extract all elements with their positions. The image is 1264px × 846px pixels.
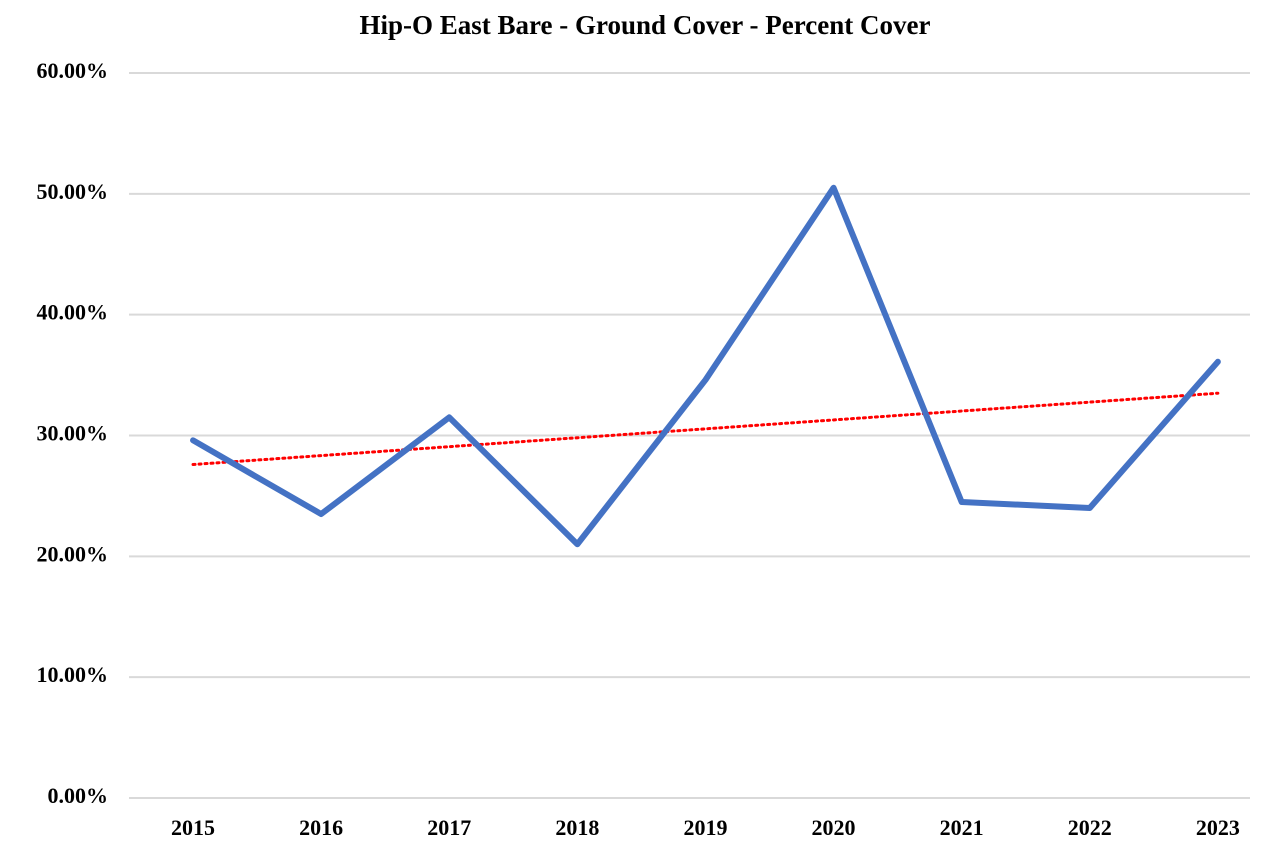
x-tick-label: 2016 bbox=[299, 815, 343, 840]
y-tick-label: 60.00% bbox=[37, 58, 109, 83]
y-tick-label: 10.00% bbox=[37, 662, 109, 687]
y-tick-label: 0.00% bbox=[48, 783, 109, 808]
x-tick-label: 2023 bbox=[1196, 815, 1240, 840]
data-line bbox=[190, 184, 1221, 548]
trendline bbox=[191, 391, 1220, 466]
x-tick-label: 2019 bbox=[683, 815, 727, 840]
x-tick-label: 2017 bbox=[427, 815, 471, 840]
chart-title: Hip-O East Bare - Ground Cover - Percent… bbox=[360, 10, 931, 40]
x-tick-label: 2015 bbox=[171, 815, 215, 840]
x-tick-label: 2021 bbox=[940, 815, 984, 840]
x-tick-label: 2022 bbox=[1068, 815, 1112, 840]
y-tick-label: 20.00% bbox=[37, 541, 109, 566]
y-tick-label: 30.00% bbox=[37, 421, 109, 446]
y-tick-label: 40.00% bbox=[37, 300, 109, 325]
x-tick-label: 2018 bbox=[555, 815, 599, 840]
x-tick-label: 2020 bbox=[812, 815, 856, 840]
y-tick-label: 50.00% bbox=[37, 179, 109, 204]
